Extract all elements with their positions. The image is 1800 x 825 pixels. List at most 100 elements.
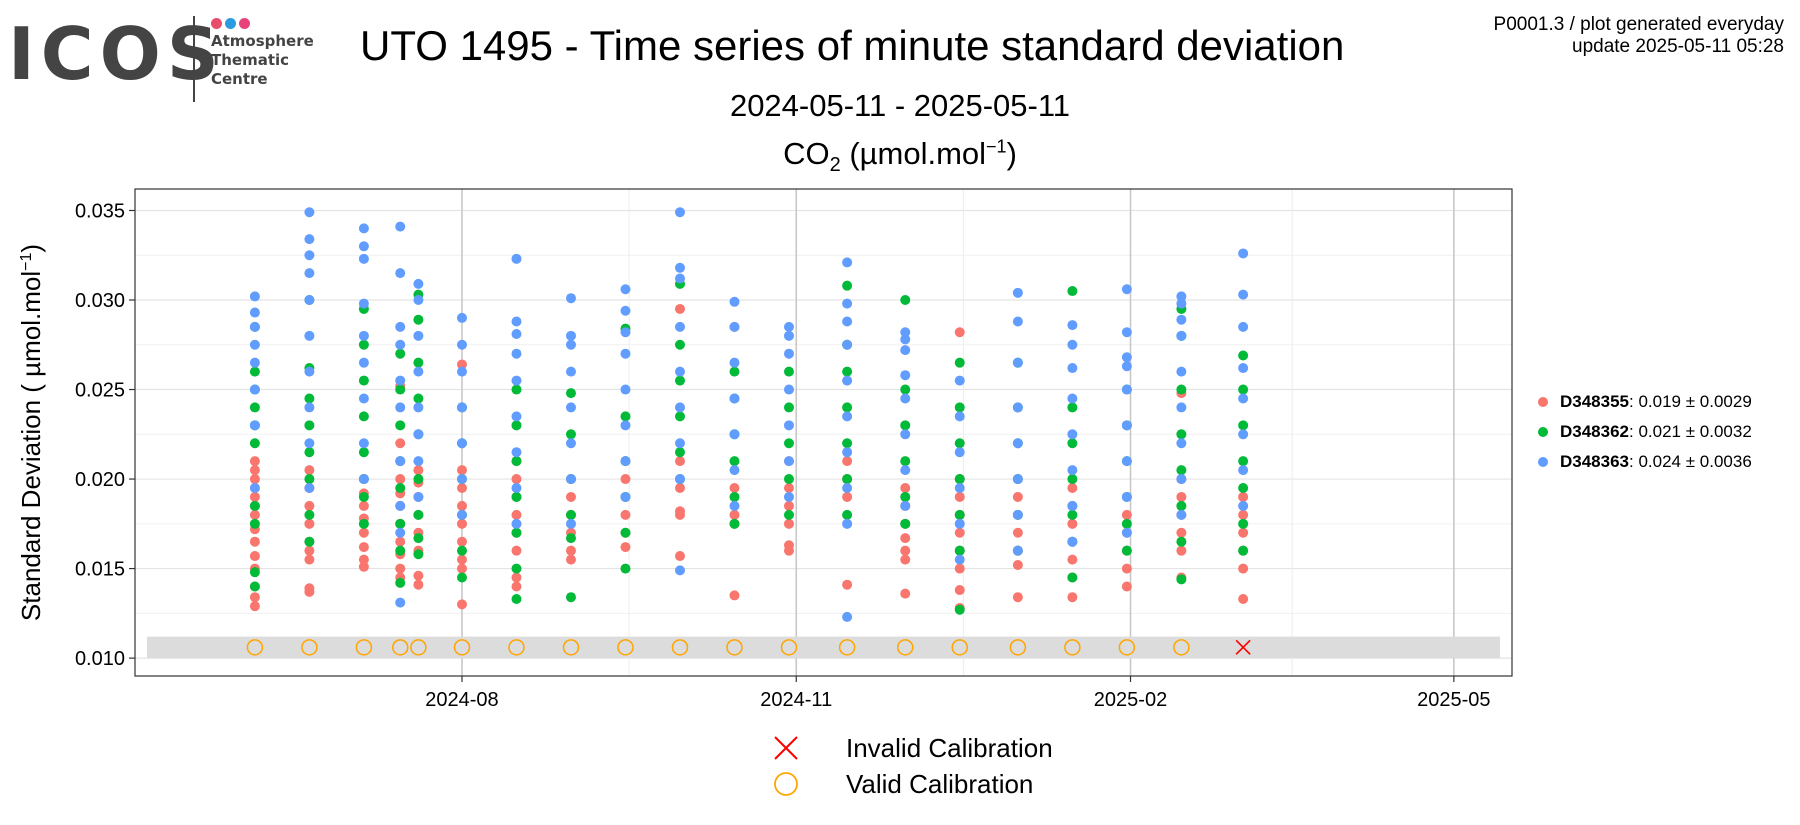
y-axis-label: Standard Deviation ( µmol.mol−1): [16, 244, 46, 621]
data-point: [456, 359, 467, 370]
data-point: [1238, 527, 1249, 538]
valid-calibration-marker: [951, 639, 968, 656]
data-point: [395, 321, 406, 332]
data-point: [1176, 536, 1187, 547]
data-point: [1067, 402, 1078, 413]
data-point: [1067, 518, 1078, 529]
data-point: [249, 357, 260, 368]
data-point: [1176, 509, 1187, 520]
data-point: [842, 491, 853, 502]
data-point: [729, 393, 740, 404]
data-point: [954, 545, 965, 556]
data-point: [900, 345, 911, 356]
x-tick-label: 2025-05: [1417, 689, 1490, 711]
data-point: [249, 291, 260, 302]
data-point: [511, 509, 522, 520]
data-point: [729, 465, 740, 476]
data-point: [842, 316, 853, 327]
data-point: [395, 268, 406, 279]
data-point: [783, 483, 794, 494]
data-point: [674, 366, 685, 377]
data-point: [511, 316, 522, 327]
data-point: [674, 565, 685, 576]
data-point: [413, 366, 424, 377]
data-point: [1238, 248, 1249, 259]
data-point: [729, 296, 740, 307]
data-point: [511, 456, 522, 467]
valid-calibration-marker: [671, 639, 689, 656]
data-point: [565, 330, 576, 341]
x-tick-label: 2024-08: [425, 689, 498, 711]
data-point: [842, 438, 853, 449]
data-point: [954, 527, 965, 538]
data-point: [511, 447, 522, 458]
data-point: [842, 402, 853, 413]
data-point: [1121, 456, 1132, 467]
data-point: [249, 339, 260, 350]
data-point: [395, 221, 406, 232]
data-point: [783, 438, 794, 449]
y-axis-label-exponent: −1: [18, 252, 35, 270]
data-point: [304, 447, 315, 458]
data-point: [1176, 330, 1187, 341]
data-point: [456, 312, 467, 323]
data-point: [511, 563, 522, 574]
data-point: [249, 536, 260, 547]
plot-frame: [134, 188, 1513, 677]
data-point: [1121, 420, 1132, 431]
data-point: [395, 474, 406, 485]
data-point: [954, 357, 965, 368]
legend-series-stat: 0.024 ± 0.0036: [1638, 452, 1752, 471]
data-point: [1012, 527, 1023, 538]
data-point: [783, 540, 794, 551]
data-point: [674, 303, 685, 314]
data-point: [783, 518, 794, 529]
data-point: [729, 590, 740, 601]
data-point: [395, 348, 406, 359]
data-point: [249, 474, 260, 485]
data-point: [954, 438, 965, 449]
data-point: [456, 536, 467, 547]
data-point: [456, 509, 467, 520]
data-point: [620, 348, 631, 359]
data-point: [304, 420, 315, 431]
data-point: [729, 366, 740, 377]
legend-swatch: [1538, 456, 1548, 467]
data-point: [249, 384, 260, 395]
data-point: [674, 447, 685, 458]
data-point: [783, 348, 794, 359]
data-point: [842, 509, 853, 520]
invalid-calibration-stroke: [1235, 639, 1251, 655]
data-point: [1176, 574, 1187, 585]
data-point: [954, 327, 965, 338]
data-point: [954, 554, 965, 565]
data-point: [456, 366, 467, 377]
data-point: [1238, 393, 1249, 404]
legend-series-stat: 0.019 ± 0.0029: [1638, 392, 1752, 411]
data-point: [304, 402, 315, 413]
data-point: [954, 402, 965, 413]
data-point: [456, 545, 467, 556]
data-point: [304, 465, 315, 476]
data-point: [395, 339, 406, 350]
data-point: [413, 402, 424, 413]
data-point: [1238, 545, 1249, 556]
data-point: [413, 429, 424, 440]
data-point: [456, 554, 467, 565]
y-tick-label: 0.025: [75, 380, 125, 402]
data-point: [674, 339, 685, 350]
data-point: [1067, 438, 1078, 449]
data-point: [1067, 474, 1078, 485]
data-point: [511, 420, 522, 431]
data-point: [358, 393, 369, 404]
data-point: [249, 509, 260, 520]
data-point: [954, 604, 965, 615]
chart-species-heading: CO2 (µmol.mol−1): [600, 136, 1200, 177]
data-point: [900, 500, 911, 511]
data-point: [1121, 327, 1132, 338]
data-point: [620, 456, 631, 467]
data-point: [1067, 363, 1078, 374]
data-point: [413, 533, 424, 544]
data-point: [842, 474, 853, 485]
legend-item: D348363: 0.024 ± 0.0036: [1538, 450, 1752, 480]
